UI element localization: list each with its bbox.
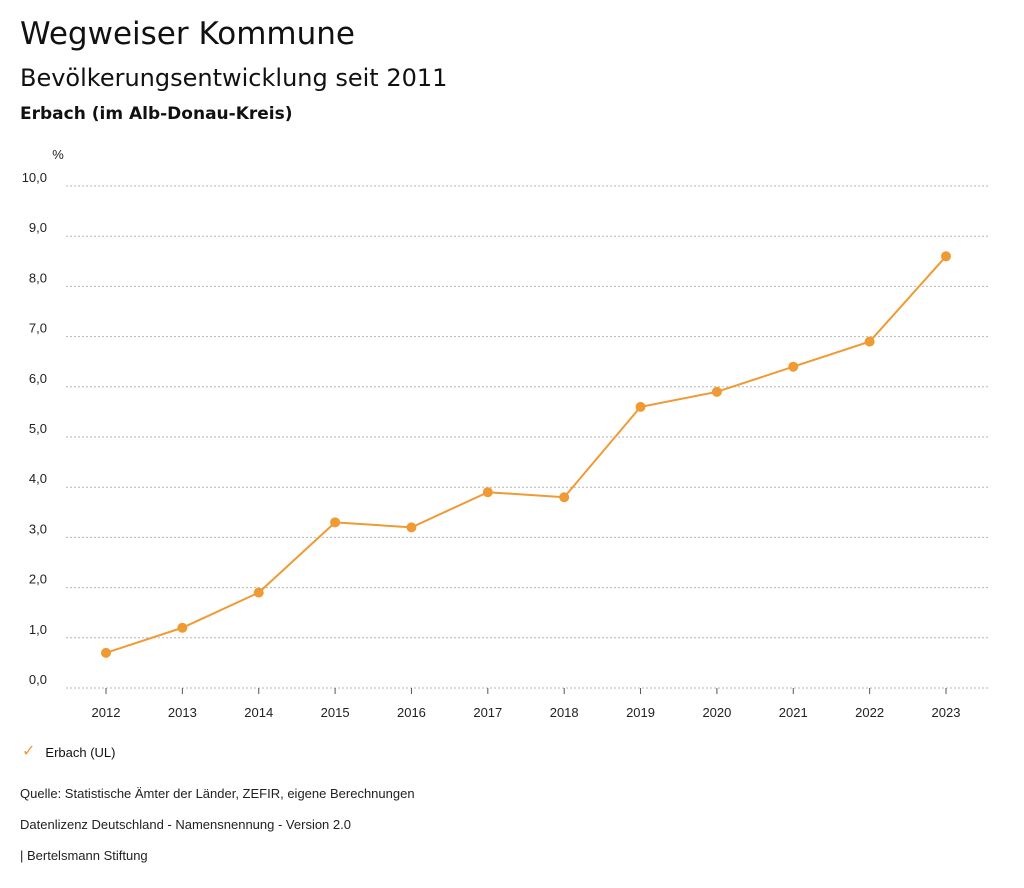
check-icon: ✓ (22, 743, 36, 760)
publisher-note: | Bertelsmann Stiftung (20, 848, 148, 863)
grid-lines (66, 185, 990, 689)
data-point[interactable] (330, 517, 341, 528)
y-tick-label: 4,0 (29, 471, 47, 486)
series-erbach (101, 251, 951, 658)
chart-subtitle: Bevölkerungsentwicklung seit 2011 (20, 64, 448, 92)
series-line (105, 255, 947, 654)
y-tick-label: 3,0 (29, 521, 47, 536)
x-tick-label: 2020 (702, 705, 731, 720)
source-note: Quelle: Statistische Ämter der Länder, Z… (20, 786, 415, 801)
y-tick-label: 10,0 (22, 170, 47, 185)
data-point[interactable] (941, 251, 951, 262)
page-title: Wegweiser Kommune (20, 16, 355, 52)
license-note: Datenlizenz Deutschland - Namensnennung … (20, 817, 351, 832)
data-point[interactable] (559, 492, 570, 503)
region-name: Erbach (im Alb-Donau-Kreis) (20, 104, 293, 124)
x-tick-label: 2012 (92, 705, 121, 720)
y-tick-label: 8,0 (29, 270, 47, 285)
data-point[interactable] (406, 522, 417, 533)
data-point[interactable] (711, 386, 722, 397)
x-tick-label: 2013 (168, 705, 197, 720)
x-tick-label: 2014 (244, 705, 273, 720)
y-tick-label: 5,0 (29, 421, 47, 436)
x-tick-label: 2015 (321, 705, 350, 720)
y-tick-label: 0,0 (29, 672, 47, 687)
x-tick-label: 2023 (932, 705, 961, 720)
x-tick-label: 2017 (473, 705, 502, 720)
data-point[interactable] (482, 487, 493, 498)
y-tick-label: 9,0 (29, 220, 47, 235)
y-tick-label: 1,0 (29, 622, 47, 637)
data-point[interactable] (177, 622, 188, 633)
x-tick-label: 2019 (626, 705, 655, 720)
data-point[interactable] (253, 587, 264, 598)
data-point[interactable] (788, 361, 799, 372)
data-point[interactable] (635, 401, 646, 412)
x-tick-label: 2021 (779, 705, 808, 720)
x-tick-label: 2016 (397, 705, 426, 720)
data-point[interactable] (864, 336, 875, 347)
x-tick-label: 2018 (550, 705, 579, 720)
y-tick-label: 2,0 (29, 572, 47, 587)
y-tick-label: 7,0 (29, 321, 47, 336)
legend-label: Erbach (UL) (45, 744, 116, 760)
x-tick-label: 2022 (855, 705, 884, 720)
line-chart: % 0,0 1,0 2,0 3,0 4,0 5,0 6,0 7,0 8,0 9,0 10,0 2012… (22, 147, 990, 720)
y-tick-label: 6,0 (29, 371, 47, 386)
y-axis-unit: % (52, 147, 64, 162)
data-point[interactable] (101, 647, 111, 658)
y-axis-ticks: % 0,0 1,0 2,0 3,0 4,0 5,0 6,0 7,0 8,0 9,0 10,0 (22, 147, 65, 687)
x-axis-ticks: 2012 2013 2014 2015 2016 2017 2018 2019 2020 2021… (92, 688, 961, 720)
legend[interactable]: ✓ Erbach (UL) (22, 744, 115, 760)
